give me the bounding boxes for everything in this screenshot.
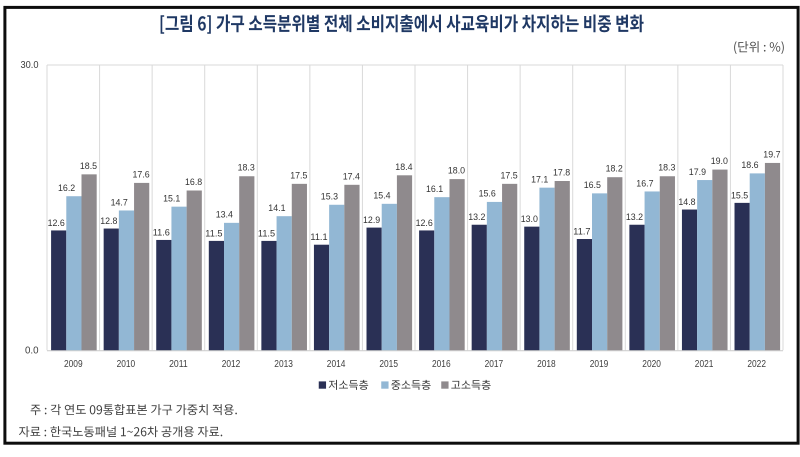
svg-text:15.3: 15.3 <box>321 192 338 203</box>
svg-text:15.4: 15.4 <box>373 191 390 202</box>
svg-text:12.8: 12.8 <box>100 216 117 227</box>
svg-text:30.0: 30.0 <box>21 60 40 71</box>
svg-text:18.6: 18.6 <box>741 160 758 171</box>
svg-text:14.7: 14.7 <box>111 197 128 208</box>
svg-text:2022: 2022 <box>747 359 766 370</box>
svg-text:11.5: 11.5 <box>258 228 275 239</box>
svg-text:2019: 2019 <box>590 359 609 370</box>
svg-text:19.0: 19.0 <box>711 156 728 167</box>
svg-text:2012: 2012 <box>222 359 241 370</box>
svg-text:2021: 2021 <box>695 359 714 370</box>
svg-text:13.2: 13.2 <box>468 212 485 223</box>
svg-text:18.3: 18.3 <box>238 163 255 174</box>
svg-text:18.4: 18.4 <box>395 162 412 173</box>
svg-text:16.1: 16.1 <box>426 184 443 195</box>
svg-text:13.2: 13.2 <box>626 212 643 223</box>
svg-text:11.1: 11.1 <box>310 232 327 243</box>
svg-text:2014: 2014 <box>327 359 346 370</box>
svg-text:11.6: 11.6 <box>153 228 170 239</box>
svg-text:17.5: 17.5 <box>290 170 307 181</box>
svg-text:17.5: 17.5 <box>501 170 518 181</box>
svg-text:17.8: 17.8 <box>553 168 570 179</box>
svg-text:17.1: 17.1 <box>531 175 548 186</box>
svg-text:2016: 2016 <box>432 359 451 370</box>
svg-text:2017: 2017 <box>485 359 504 370</box>
svg-text:12.6: 12.6 <box>48 218 65 229</box>
svg-text:17.9: 17.9 <box>689 167 706 178</box>
svg-text:16.2: 16.2 <box>58 183 75 194</box>
svg-text:18.5: 18.5 <box>80 161 97 172</box>
svg-text:14.1: 14.1 <box>268 203 285 214</box>
svg-text:17.4: 17.4 <box>343 171 360 182</box>
svg-text:0.0: 0.0 <box>25 345 39 356</box>
svg-text:16.5: 16.5 <box>584 180 601 191</box>
svg-text:12.9: 12.9 <box>363 215 380 226</box>
svg-text:16.8: 16.8 <box>185 177 202 188</box>
svg-text:2009: 2009 <box>64 359 83 370</box>
svg-text:2015: 2015 <box>379 359 398 370</box>
svg-text:13.4: 13.4 <box>216 210 233 221</box>
svg-text:15.6: 15.6 <box>479 189 496 200</box>
svg-text:2011: 2011 <box>169 359 188 370</box>
svg-text:16.7: 16.7 <box>636 178 653 189</box>
svg-text:2013: 2013 <box>274 359 293 370</box>
svg-text:12.6: 12.6 <box>416 218 433 229</box>
svg-text:14.8: 14.8 <box>678 197 695 208</box>
svg-text:15.5: 15.5 <box>731 190 748 201</box>
svg-text:17.6: 17.6 <box>133 169 150 180</box>
svg-text:19.7: 19.7 <box>763 149 780 160</box>
svg-text:11.5: 11.5 <box>205 228 222 239</box>
svg-text:15.1: 15.1 <box>163 194 180 205</box>
svg-text:18.0: 18.0 <box>448 166 465 177</box>
svg-text:2010: 2010 <box>117 359 136 370</box>
svg-text:2020: 2020 <box>642 359 661 370</box>
svg-text:18.3: 18.3 <box>658 163 675 174</box>
svg-text:18.2: 18.2 <box>606 164 623 175</box>
svg-text:13.0: 13.0 <box>521 214 538 225</box>
svg-text:11.7: 11.7 <box>573 227 590 238</box>
svg-text:2018: 2018 <box>537 359 556 370</box>
